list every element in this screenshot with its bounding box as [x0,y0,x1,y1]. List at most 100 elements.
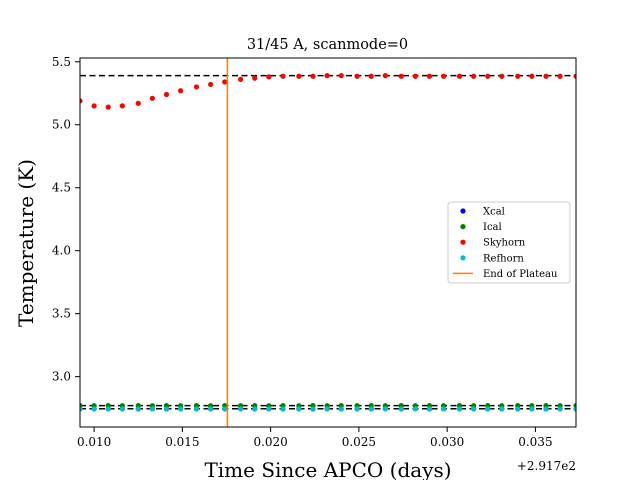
data-point-refhorn [80,406,83,412]
y-tick-label: 4.5 [52,181,71,195]
data-point-skyhorn [163,91,170,98]
data-point-refhorn [557,406,563,412]
data-point-refhorn [252,406,258,412]
data-point-refhorn [296,406,302,412]
legend-label-end-of-plateau: End of Plateau [483,269,558,280]
legend-swatch-skyhorn [460,239,466,245]
data-point-refhorn [178,406,184,412]
data-point-refhorn [382,406,388,412]
x-axis-offset-label: +2.917e2 [517,459,576,473]
data-point-skyhorn [149,95,155,101]
data-point-skyhorn [441,73,447,79]
x-tick-label: 0.010 [77,435,111,449]
data-point-skyhorn [324,73,330,79]
data-point-skyhorn [80,98,83,104]
data-point-skyhorn [382,73,388,79]
plot-clip-group [80,58,576,427]
data-point-skyhorn [426,73,433,79]
data-point-skyhorn [354,73,360,79]
data-point-refhorn [354,406,360,412]
data-point-refhorn [238,406,244,412]
data-point-skyhorn [280,73,286,79]
data-point-skyhorn [412,73,418,79]
data-point-refhorn [398,406,404,412]
data-point-skyhorn [91,103,97,109]
data-point-refhorn [149,406,155,412]
data-point-skyhorn [543,73,549,79]
y-tick-label: 5.0 [52,118,71,132]
x-axis-label: Time Since APCO (days) [204,458,451,480]
legend-label-refhorn: Refhorn [483,253,524,264]
data-point-skyhorn [485,73,491,79]
y-tick-label: 5.5 [52,55,71,69]
data-point-refhorn [456,406,463,412]
data-point-skyhorn [515,73,521,79]
data-point-skyhorn [222,79,228,85]
data-point-refhorn [412,406,418,412]
x-tick-label: 0.020 [253,435,287,449]
x-tick-label: 0.025 [342,435,376,449]
y-tick-label: 4.0 [52,244,71,258]
data-point-refhorn [222,406,228,412]
legend-swatch-xcal [460,208,466,214]
data-point-refhorn [338,406,344,412]
legend: Xcal Ical Skyhorn Refhorn End of Plateau [447,201,571,284]
data-point-refhorn [91,406,97,412]
data-point-skyhorn [456,73,463,79]
data-point-refhorn [368,406,374,412]
data-point-refhorn [119,406,125,412]
data-point-refhorn [208,406,214,412]
data-point-refhorn [543,406,549,412]
data-point-skyhorn [296,73,302,79]
data-point-refhorn [193,406,200,412]
data-point-skyhorn [471,73,477,79]
data-point-skyhorn [238,76,244,83]
data-point-refhorn [426,406,433,412]
legend-box [447,201,571,284]
data-point-skyhorn [178,88,184,94]
data-point-refhorn [529,406,535,412]
data-point-skyhorn [310,73,316,79]
data-point-skyhorn [105,104,111,110]
data-point-refhorn [573,406,576,412]
data-point-skyhorn [529,73,535,79]
data-point-skyhorn [193,84,200,90]
x-tick-label: 0.035 [518,435,552,449]
data-point-skyhorn [338,73,344,79]
data-point-refhorn [135,406,141,412]
legend-label-xcal: Xcal [483,207,505,218]
data-point-skyhorn [398,73,404,79]
data-point-skyhorn [368,73,374,79]
legend-label-skyhorn: Skyhorn [483,238,526,249]
chart-title: 31/45 A, scanmode=0 [247,37,408,53]
y-axis-label: Temperature (K) [14,159,38,327]
data-point-skyhorn [557,73,563,79]
data-point-skyhorn [135,100,141,106]
plot-area: 0.010 0.015 0.020 0.025 0.030 0.035 3.0 3.5 4.0 4… [52,55,577,449]
data-point-refhorn [515,406,521,412]
data-point-refhorn [266,406,272,412]
data-point-skyhorn [499,73,505,79]
x-tick-label: 0.030 [430,435,464,449]
data-point-refhorn [310,406,316,412]
data-point-refhorn [499,406,505,412]
legend-swatch-refhorn [460,255,466,261]
series-refhorn [80,406,576,412]
legend-label-ical: Ical [483,222,502,233]
data-point-refhorn [280,406,286,412]
data-point-skyhorn [266,74,272,80]
data-point-skyhorn [208,81,214,88]
data-point-refhorn [441,406,447,412]
legend-swatch-ical [460,224,466,230]
data-point-refhorn [105,406,111,412]
data-point-refhorn [163,406,170,412]
data-point-skyhorn [119,103,125,109]
x-tick-label: 0.015 [165,435,199,449]
data-point-refhorn [485,406,491,412]
data-point-skyhorn [252,75,258,81]
y-tick-label: 3.0 [52,370,71,384]
data-point-refhorn [324,406,330,412]
series-skyhorn [80,73,576,110]
data-point-skyhorn [573,73,576,79]
